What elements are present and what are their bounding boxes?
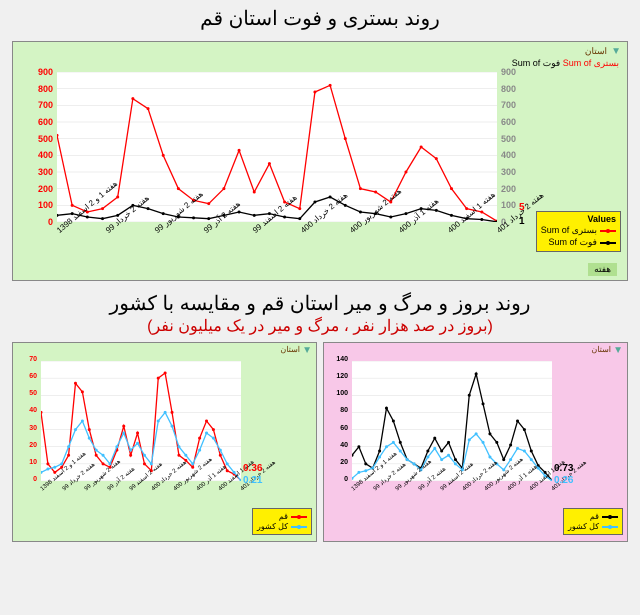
top-title-text: روند بستری و فوت استان قم xyxy=(200,8,440,30)
series-end-value: 0.36 xyxy=(243,463,262,474)
legend-label: بستری Sum of xyxy=(541,225,597,236)
legend-label: کل کشور xyxy=(568,522,599,531)
legend-item: کل کشور xyxy=(257,522,307,531)
legend-item: فوت Sum of xyxy=(541,237,616,248)
filter-icon[interactable]: ▼ xyxy=(611,46,621,57)
axis-footer-label: هفته xyxy=(588,263,617,276)
bottom-subtitle-text: (بروز در صد هزار نفر ، مرگ و میر در یک م… xyxy=(0,316,640,336)
y-tick-label: 60 xyxy=(15,373,37,380)
bottom-row: ▼ استان قمکل کشور 010203040506070هفته 1 … xyxy=(12,342,628,542)
y-tick-label: 400 xyxy=(31,150,53,160)
y2-tick-label: 300 xyxy=(501,167,516,177)
y-tick-label: 100 xyxy=(31,200,53,210)
legend-br: قمکل کشور xyxy=(563,508,623,535)
chart-top-panel: ▼ استان Values بستری Sum ofفوت Sum of بس… xyxy=(12,41,628,281)
series-end-value: 0.26 xyxy=(554,475,573,486)
y-tick-label: 0 xyxy=(15,476,37,483)
y-tick-label: 900 xyxy=(31,67,53,77)
y-tick-label: 140 xyxy=(326,356,348,363)
y-tick-label: 200 xyxy=(31,184,53,194)
chart-br-panel: ▼ استان قمکل کشور 020406080100120140هفته… xyxy=(323,342,628,542)
legend-label: قم xyxy=(279,512,288,521)
y-tick-label: 80 xyxy=(326,407,348,414)
top-title: روند بستری و فوت استان قم xyxy=(0,0,640,37)
y2-tick-label: 900 xyxy=(501,67,516,77)
series-labels-top: بستری Sum of فوت Sum of xyxy=(512,58,619,69)
y2-tick-label: 700 xyxy=(501,100,516,110)
y-tick-label: 120 xyxy=(326,373,348,380)
y-tick-label: 700 xyxy=(31,100,53,110)
series-end-value: 0.73 xyxy=(554,463,573,474)
y2-tick-label: 100 xyxy=(501,200,516,210)
y2-tick-label: 800 xyxy=(501,84,516,94)
legend-label: کل کشور xyxy=(257,522,288,531)
legend-label: قم xyxy=(590,512,599,521)
y2-tick-label: 400 xyxy=(501,150,516,160)
series-end-value: 5 xyxy=(519,202,525,213)
y-tick-label: 50 xyxy=(15,390,37,397)
filter-icon[interactable]: ▼ xyxy=(302,345,312,356)
bottom-title: روند بروز و مرگ و میر استان قم و مقایسه … xyxy=(0,285,640,342)
y-tick-label: 60 xyxy=(326,425,348,432)
y-tick-label: 300 xyxy=(31,167,53,177)
y2-tick-label: 500 xyxy=(501,134,516,144)
legend-item: قم xyxy=(257,512,307,521)
legend-values-text: Values xyxy=(541,214,616,224)
y-tick-label: 20 xyxy=(326,459,348,466)
legend-label: فوت Sum of xyxy=(549,237,597,248)
y-tick-label: 800 xyxy=(31,84,53,94)
series-end-value: 1 xyxy=(519,216,525,227)
legend-item: قم xyxy=(568,512,618,521)
legend-item: کل کشور xyxy=(568,522,618,531)
y-tick-label: 0 xyxy=(326,476,348,483)
legend-bl: قمکل کشور xyxy=(252,508,312,535)
legend-item: بستری Sum of xyxy=(541,225,616,236)
y-tick-label: 10 xyxy=(15,459,37,466)
y-tick-label: 500 xyxy=(31,134,53,144)
y-tick-label: 0 xyxy=(31,217,53,227)
y-tick-label: 600 xyxy=(31,117,53,127)
cat-label-bl: استان xyxy=(280,345,300,354)
y-tick-label: 100 xyxy=(326,390,348,397)
series-end-value: 0.21 xyxy=(243,475,262,486)
y2-tick-label: 600 xyxy=(501,117,516,127)
cat-label-top: استان xyxy=(585,46,607,57)
y-tick-label: 20 xyxy=(15,442,37,449)
y-tick-label: 70 xyxy=(15,356,37,363)
y2-tick-label: 200 xyxy=(501,184,516,194)
bottom-title-text: روند بروز و مرگ و میر استان قم و مقایسه … xyxy=(0,291,640,316)
chart-bl-panel: ▼ استان قمکل کشور 010203040506070هفته 1 … xyxy=(12,342,317,542)
y-tick-label: 40 xyxy=(326,442,348,449)
filter-icon[interactable]: ▼ xyxy=(613,345,623,356)
cat-label-br: استان xyxy=(591,345,611,354)
legend-top: Values بستری Sum ofفوت Sum of xyxy=(536,211,621,252)
y-tick-label: 30 xyxy=(15,425,37,432)
y-tick-label: 40 xyxy=(15,407,37,414)
